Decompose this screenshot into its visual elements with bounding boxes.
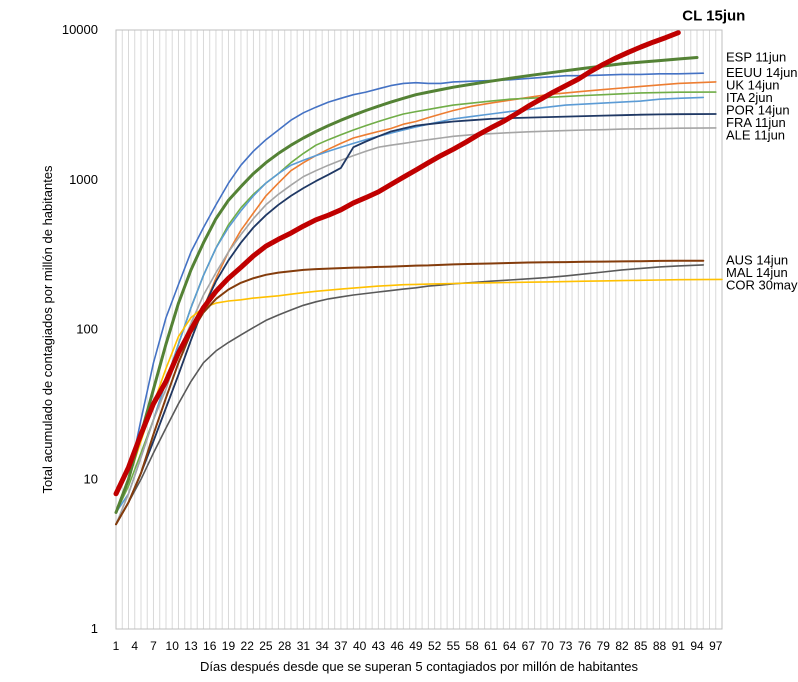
x-axis-ticks: 1 4 7 10 13 16 19 22 25 28 31 34 37 40 43 46 49 52 55 58 61 6…: [113, 639, 723, 653]
series-label-eeuu: EEUU 14jun: [726, 65, 798, 80]
series-line-ale: [115, 127, 717, 526]
series-label-ita: ITA 2jun: [726, 90, 773, 105]
x-tick-label: 85: [634, 639, 648, 653]
x-tick-label: 49: [409, 639, 423, 653]
series-line-esp: [114, 56, 699, 514]
x-tick-label: 82: [615, 639, 629, 653]
x-tick-label: 19: [222, 639, 236, 653]
x-axis-label: Días después desde que se superan 5 cont…: [200, 659, 638, 674]
x-tick-label: 13: [184, 639, 198, 653]
series-label-uk: UK 14jun: [726, 78, 779, 93]
x-tick-label: 58: [465, 639, 479, 653]
x-tick-label: 55: [447, 639, 461, 653]
series-label-cor: COR 30may: [726, 278, 798, 293]
x-tick-label: 94: [690, 639, 704, 653]
series-line-por: [115, 96, 705, 514]
x-tick-label: 28: [278, 639, 292, 653]
x-tick-label: 97: [709, 639, 723, 653]
series-label-mal: MAL 14jun: [726, 265, 788, 280]
x-tick-label: 73: [559, 639, 573, 653]
series-label-esp: ESP 11jun: [726, 50, 786, 65]
x-tick-label: 31: [297, 639, 311, 653]
x-tick-label: 7: [150, 639, 157, 653]
series-line-mal: [115, 264, 705, 526]
series-line-eeuu: [115, 72, 705, 514]
series-label-fra: FRA 11jun: [726, 115, 786, 130]
series-label-por: POR 14jun: [726, 103, 790, 118]
x-tick-label: 88: [653, 639, 667, 653]
x-tick-label: 70: [540, 639, 554, 653]
series-line-cl: [113, 30, 681, 497]
y-tick-label: 100: [76, 322, 98, 337]
x-tick-label: 76: [578, 639, 592, 653]
x-tick-label: 52: [428, 639, 442, 653]
y-tick-label: 1: [91, 621, 98, 636]
series-label-ale: ALE 11jun: [726, 128, 785, 143]
x-tick-label: 43: [372, 639, 386, 653]
series-label-cl: CL 15jun: [682, 8, 745, 25]
y-tick-label: 10: [84, 471, 98, 486]
series-label-aus: AUS 14jun: [726, 253, 788, 268]
x-tick-label: 61: [484, 639, 498, 653]
x-tick-label: 22: [241, 639, 255, 653]
x-tick-label: 37: [334, 639, 348, 653]
x-tick-label: 10: [166, 639, 180, 653]
series-line-cor: [115, 278, 723, 514]
y-axis-ticks: 1 10 100 1000 10000: [62, 22, 98, 636]
y-tick-label: 1000: [69, 172, 98, 187]
x-tick-label: 79: [597, 639, 611, 653]
x-tick-label: 1: [113, 639, 120, 653]
x-tick-label: 46: [390, 639, 404, 653]
x-tick-label: 25: [259, 639, 273, 653]
x-tick-label: 91: [672, 639, 686, 653]
y-tick-label: 10000: [62, 22, 98, 37]
x-tick-label: 64: [503, 639, 517, 653]
plot-border: [115, 29, 723, 630]
series-lines: [113, 30, 723, 526]
x-tick-label: 34: [315, 639, 329, 653]
x-tick-label: 67: [522, 639, 536, 653]
x-tick-label: 40: [353, 639, 367, 653]
x-tick-label: 16: [203, 639, 217, 653]
x-tick-label: 4: [131, 639, 138, 653]
y-axis-label: Total acumulado de contagiados por milló…: [40, 165, 55, 494]
